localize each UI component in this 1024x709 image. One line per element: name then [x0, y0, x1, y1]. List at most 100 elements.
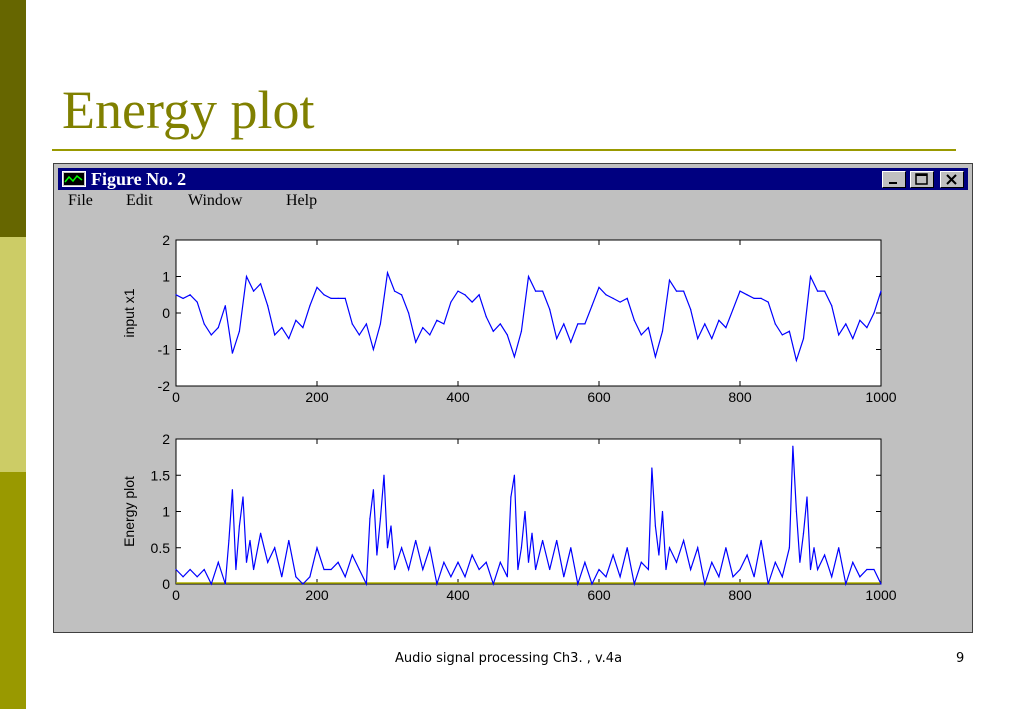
data-point: [626, 547, 628, 549]
data-point: [238, 525, 241, 527]
data-point: [464, 294, 466, 296]
data-point: [534, 290, 537, 292]
data-point: [753, 297, 755, 299]
data-point: [499, 323, 501, 325]
data-point: [175, 568, 177, 571]
minimize-icon: [889, 182, 897, 184]
data-point: [654, 356, 657, 358]
data-point: [824, 554, 826, 556]
data-point: [242, 496, 244, 498]
data-point: [591, 305, 593, 307]
data-point: [711, 337, 713, 340]
data-point: [422, 327, 424, 329]
data-point: [767, 583, 769, 585]
slide-accent-bar-middle: [0, 237, 26, 472]
window-title: Figure No. 2: [91, 169, 187, 189]
data-point: [464, 576, 466, 578]
data-point: [788, 330, 790, 332]
y-tick-label: -1: [158, 342, 171, 358]
y-tick-label: 1: [162, 269, 170, 285]
data-point: [323, 568, 325, 571]
data-point: [344, 297, 346, 299]
data-point: [549, 568, 551, 571]
data-point: [415, 341, 417, 343]
data-point: [654, 525, 657, 527]
data-point: [249, 539, 251, 542]
data-point: [753, 576, 755, 578]
data-point: [316, 286, 318, 289]
data-point: [217, 561, 219, 563]
y-axis-label: Energy plot: [121, 476, 137, 547]
data-point: [231, 489, 233, 491]
data-point: [260, 532, 262, 534]
data-point: [809, 568, 812, 571]
data-point: [436, 583, 438, 585]
data-point: [238, 330, 241, 332]
data-point: [690, 308, 692, 310]
x-tick-label: 0: [172, 389, 180, 405]
data-point: [351, 323, 353, 325]
data-point: [231, 352, 233, 354]
data-point: [267, 305, 269, 307]
menu-window[interactable]: Window: [188, 192, 243, 209]
data-point: [605, 294, 607, 296]
data-point: [774, 561, 776, 563]
window-titlebar[interactable]: Figure No. 2: [58, 168, 968, 190]
data-point: [457, 290, 459, 292]
data-point: [683, 539, 685, 542]
data-point: [383, 474, 385, 476]
data-point: [619, 301, 621, 303]
data-point: [337, 297, 339, 299]
data-point: [520, 330, 523, 332]
data-point: [816, 290, 819, 292]
maximize-button[interactable]: [910, 171, 934, 188]
close-button[interactable]: [940, 171, 964, 188]
data-point: [513, 474, 515, 476]
data-point: [665, 568, 667, 571]
data-point: [415, 539, 417, 542]
data-point: [485, 316, 487, 318]
data-point: [401, 294, 403, 296]
menu-help[interactable]: Help: [286, 192, 318, 209]
data-point: [224, 305, 226, 307]
slide-accent-bar-top: [0, 0, 26, 237]
data-point: [527, 275, 530, 278]
data-point: [549, 308, 551, 310]
data-point: [260, 283, 262, 285]
y-tick-label: 0: [162, 305, 170, 321]
data-point: [859, 576, 861, 578]
data-point: [668, 279, 671, 281]
data-point: [718, 576, 720, 578]
data-point: [690, 568, 692, 571]
data-point: [295, 576, 297, 578]
data-point: [697, 337, 699, 340]
data-point: [802, 337, 805, 340]
menu-edit[interactable]: Edit: [126, 192, 153, 209]
data-point: [774, 323, 776, 325]
data-point: [527, 561, 530, 563]
data-point: [704, 323, 706, 325]
data-point: [873, 568, 875, 571]
data-point: [450, 576, 452, 578]
data-point: [288, 539, 290, 542]
matlab-figure-icon[interactable]: [62, 171, 86, 187]
data-point: [471, 554, 473, 556]
data-point: [182, 576, 184, 578]
y-tick-label: -2: [158, 378, 171, 394]
x-tick-label: 600: [587, 587, 611, 603]
y-axis-label: input x1: [121, 288, 137, 337]
data-point: [478, 568, 480, 571]
data-point: [792, 445, 794, 447]
data-point: [510, 496, 512, 498]
menu-file[interactable]: File: [68, 192, 93, 209]
y-tick-label: 2: [162, 232, 170, 248]
data-point: [386, 272, 389, 274]
data-point: [683, 290, 685, 292]
data-point: [838, 547, 840, 549]
data-point: [711, 561, 713, 563]
data-point: [337, 561, 339, 563]
data-point: [556, 539, 558, 542]
data-point: [732, 576, 734, 578]
minimize-button[interactable]: [882, 171, 906, 188]
data-point: [376, 554, 378, 556]
